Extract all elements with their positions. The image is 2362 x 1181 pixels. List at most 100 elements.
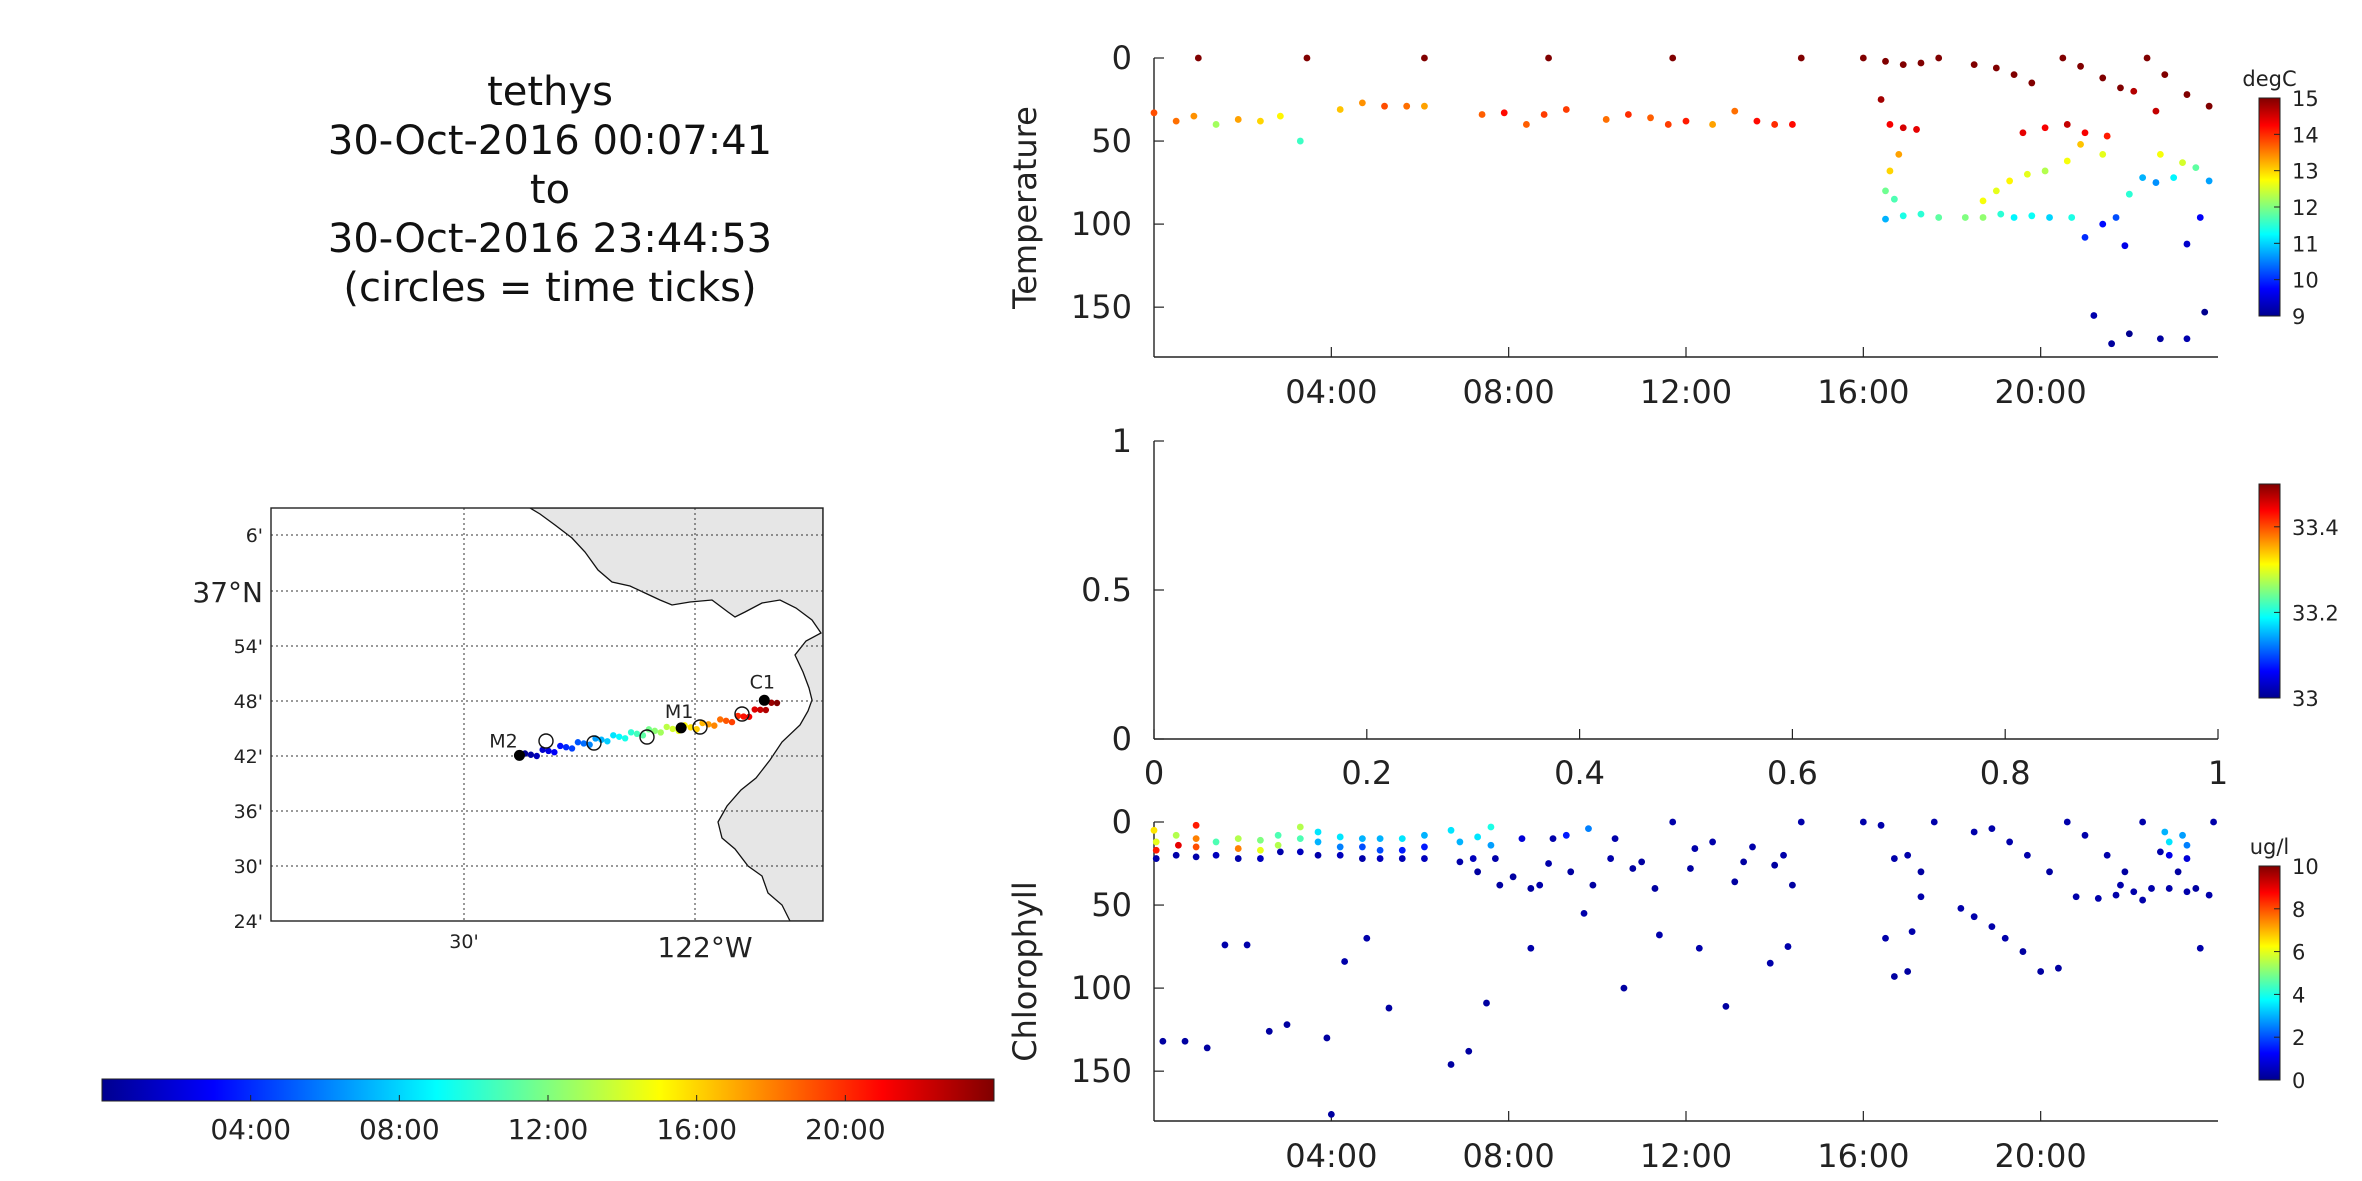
data-point <box>1589 881 1597 889</box>
data-point <box>2063 157 2071 165</box>
data-point <box>2046 214 2053 221</box>
data-point <box>1518 835 1526 843</box>
title-to: to <box>529 167 571 213</box>
x-tick-label: 0.4 <box>1554 754 1605 792</box>
colorbar-tick-label: 15 <box>2292 87 2319 111</box>
data-point <box>1212 838 1220 846</box>
data-point <box>2099 150 2107 158</box>
data-point <box>1784 943 1792 950</box>
y-tick-label: 0.5 <box>1081 571 1132 609</box>
data-point <box>1398 855 1406 862</box>
data-point <box>2103 132 2111 140</box>
data-point <box>2023 170 2031 178</box>
data-point <box>1491 855 1499 862</box>
data-point <box>1296 848 1304 856</box>
data-point <box>2130 888 2138 896</box>
data-point <box>2099 220 2107 228</box>
data-point <box>1203 1044 1211 1052</box>
track-point <box>533 752 540 760</box>
data-point <box>1192 821 1200 829</box>
data-point <box>2099 74 2107 82</box>
track-point <box>757 706 764 713</box>
data-point <box>1992 64 2000 72</box>
data-point <box>1771 861 1779 869</box>
time-tick-circle <box>586 735 602 751</box>
data-point <box>1172 851 1180 859</box>
track-point <box>768 699 775 706</box>
colorbar-tick-label: 0 <box>2292 1069 2305 1093</box>
data-point <box>1917 59 1925 67</box>
data-point <box>1930 818 1938 826</box>
data-point <box>2174 868 2182 876</box>
data-point <box>1687 865 1694 872</box>
y-tick-label: 150 <box>1071 288 1132 326</box>
colorbar-gradient <box>2258 483 2281 699</box>
station-label: M1 <box>665 701 693 723</box>
x-tick-label: 12:00 <box>1640 1137 1732 1175</box>
data-point <box>1243 941 1251 949</box>
data-point <box>1265 1027 1273 1035</box>
track-point <box>557 742 564 750</box>
salinity-colorbar: 33 33.2 33.4 <box>2258 483 2339 711</box>
land-area <box>528 508 823 921</box>
data-point <box>1913 126 1920 133</box>
track-point <box>568 745 576 752</box>
data-point <box>1997 210 2005 218</box>
data-point <box>1398 846 1406 854</box>
data-point <box>1358 843 1366 851</box>
map-lon-label: 122°W <box>657 931 752 964</box>
data-point <box>1882 934 1889 942</box>
data-point <box>1323 1034 1331 1042</box>
title-note: (circles = time ticks) <box>343 265 757 311</box>
station-marker <box>513 749 525 761</box>
data-point <box>1474 833 1482 841</box>
data-point <box>1709 838 1716 846</box>
data-point <box>1274 831 1282 839</box>
data-point <box>2046 868 2053 876</box>
data-point <box>2152 179 2160 186</box>
data-point <box>1257 117 1264 125</box>
data-point <box>2010 214 2018 221</box>
data-point <box>1181 1037 1189 1045</box>
data-point <box>1234 855 1242 862</box>
data-point <box>1740 858 1748 866</box>
data-point <box>1172 117 1180 125</box>
empty-axes: 0 0.5 1 0 0.2 0.4 0.6 0.8 1 <box>1081 422 2228 792</box>
data-point <box>1886 167 1894 175</box>
start-time: 30-Oct-2016 00:07:41 <box>327 118 773 164</box>
track-point <box>669 725 676 733</box>
colorbars: 9101112131415degC3333.233.40246810ug/l04… <box>101 67 2339 1146</box>
colorbar-tick-label: 10 <box>2292 269 2319 293</box>
map-lat-label: 48' <box>234 691 263 713</box>
data-point <box>1174 841 1182 849</box>
data-point <box>2139 896 2147 904</box>
data-point <box>1314 828 1322 836</box>
data-point <box>2063 121 2071 128</box>
data-point <box>1257 846 1264 854</box>
empty-panel: 0 0.5 1 0 0.2 0.4 0.6 0.8 1 <box>1081 422 2228 792</box>
data-point <box>1234 116 1242 123</box>
y-tick-label: 100 <box>1071 205 1132 243</box>
data-point <box>1221 941 1229 949</box>
data-point <box>1314 851 1322 859</box>
track-point <box>722 717 730 724</box>
colorbar-gradient <box>2258 865 2281 1081</box>
data-point <box>1988 923 1996 931</box>
data-point <box>2006 177 2014 185</box>
data-point <box>2125 330 2133 338</box>
data-point <box>2192 164 2200 172</box>
station-label: C1 <box>750 671 775 693</box>
data-point <box>2143 54 2151 62</box>
data-point <box>1527 885 1535 892</box>
data-point <box>2077 62 2084 70</box>
track-point <box>773 699 781 707</box>
y-tick-label: 50 <box>1091 886 1132 924</box>
data-point <box>2205 102 2213 110</box>
data-point <box>1276 112 1284 120</box>
data-point <box>1992 187 2000 195</box>
data-point <box>1456 858 1464 866</box>
data-point <box>2010 71 2018 79</box>
data-point <box>1669 818 1677 826</box>
colorbar-tick-label: 14 <box>2292 123 2319 147</box>
